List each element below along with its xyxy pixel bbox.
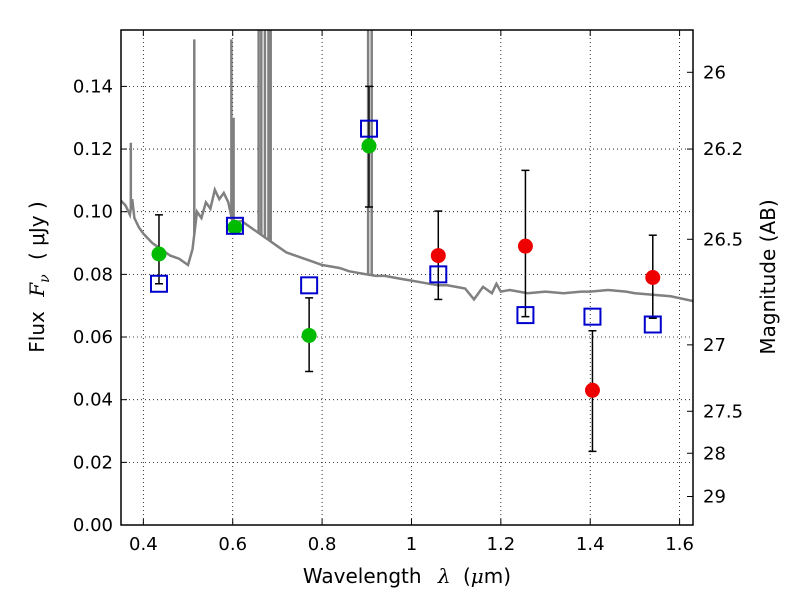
- x-tick-label: 0.8: [308, 534, 337, 555]
- photometry-point: [645, 270, 661, 285]
- y-tick-label: 0.10: [73, 202, 113, 223]
- photometry-point: [361, 138, 377, 154]
- plot-frame: [120, 29, 694, 526]
- x-axis-label: Wavelength λ (μm): [303, 564, 511, 588]
- x-axis-label-unit-open: (: [463, 564, 471, 588]
- model-flux-square: [583, 307, 602, 326]
- photometry-point: [517, 238, 533, 254]
- y-tick-label: 0.08: [73, 264, 113, 285]
- model-flux-square: [149, 274, 168, 293]
- y-tick-label: 0.12: [73, 139, 113, 160]
- y-axis-label-unit: ( μJy ): [25, 201, 49, 260]
- y-axis-label-text: Flux: [25, 311, 49, 353]
- data-layer: [121, 30, 693, 453]
- photometry-point: [151, 246, 167, 262]
- grid: [121, 30, 693, 526]
- x-axis-label-text: Wavelength: [303, 564, 422, 588]
- model-flux-square: [429, 265, 448, 284]
- y2-axis-label: Magnitude (AB): [756, 199, 780, 354]
- model-spectrum-line: [121, 186, 693, 303]
- x-tick-label: 1: [406, 534, 417, 555]
- photometry-point: [301, 327, 317, 343]
- photometry-point: [227, 219, 243, 235]
- x-axis-label-unit-rest: m): [484, 564, 511, 588]
- model-flux-square: [300, 276, 319, 295]
- y2-tick-label: 29: [703, 486, 726, 507]
- y-tick-label: 0.06: [73, 327, 113, 348]
- y2-tick-label: 26.2: [703, 139, 743, 160]
- model-flux-square: [643, 315, 662, 334]
- x-tick-label: 1.4: [576, 534, 605, 555]
- photometry-point: [430, 248, 446, 264]
- y2-tick-label: 27: [703, 335, 726, 356]
- model-flux-square: [360, 119, 379, 138]
- y-axis-label: Flux Fν ( μJy ): [25, 201, 54, 352]
- y-axis-label-subscript: ν: [37, 274, 53, 283]
- photometry-point: [584, 382, 600, 398]
- model-flux-square: [516, 306, 535, 325]
- y-tick-label: 0.00: [73, 515, 113, 536]
- x-axis-label-symbol: λ: [437, 564, 451, 588]
- y2-tick-label: 26.5: [703, 229, 743, 250]
- x-axis-label-unit-mu: μ: [471, 564, 484, 588]
- y2-tick-label: 27.5: [703, 401, 743, 422]
- x-tick-label: 0.4: [129, 534, 158, 555]
- ticks: 0.4 0.6 0.8 1 1.2 1.4 1.6 0.00 0.02 0.04 0.06 0.08 0…: [73, 30, 743, 555]
- y-axis-label-symbol: F: [25, 282, 49, 298]
- y2-tick-label: 28: [703, 443, 726, 464]
- y-tick-label: 0.02: [73, 452, 113, 473]
- y-tick-label: 0.14: [73, 76, 113, 97]
- y2-tick-label: 26: [703, 62, 726, 83]
- model-flux-square: [225, 216, 244, 235]
- y-tick-label: 0.04: [73, 390, 113, 411]
- x-tick-label: 1.2: [487, 534, 516, 555]
- x-tick-label: 1.6: [665, 534, 694, 555]
- x-tick-label: 0.6: [218, 534, 247, 555]
